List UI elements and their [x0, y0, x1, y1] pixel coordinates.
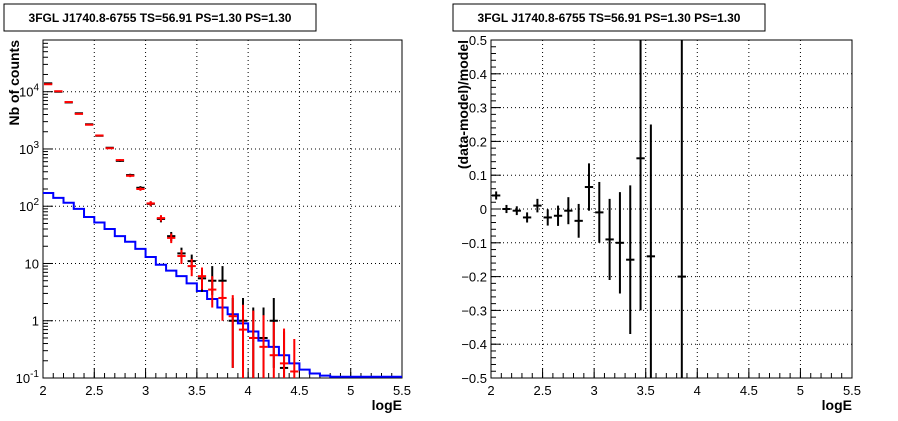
data-point: [228, 295, 237, 368]
x-tick-label: 4: [694, 383, 701, 398]
residual-point: [646, 124, 656, 378]
x-tick-label: 4.5: [740, 383, 758, 398]
x-tick-label: 2: [39, 383, 46, 398]
model-histogram-line: [43, 192, 402, 378]
y-tick-label: 0.1: [469, 168, 487, 183]
x-tick-label: 2.5: [85, 383, 103, 398]
ticks: 2 2.5 3 3.5 4 4.5 5 5.5 10-1 1 10 102 103 104: [16, 39, 411, 398]
title-box: 3FGL J1740.8-6755 TS=56.91 PS=1.30 PS=1.…: [452, 3, 766, 32]
residual-point: [584, 163, 594, 211]
chart-title: 3FGL J1740.8-6755 TS=56.91 PS=1.30 PS=1.…: [29, 11, 292, 25]
data-point: [85, 123, 94, 126]
residual-point: [605, 198, 614, 280]
data-point: [74, 112, 84, 115]
y-tick-label: −0.4: [461, 337, 487, 352]
y-tick-label: 10-1: [16, 369, 40, 386]
data-point: [64, 101, 73, 104]
x-tick-label: 5: [347, 383, 354, 398]
data-point: [156, 215, 166, 222]
grid: [43, 40, 402, 378]
marks: [43, 82, 402, 378]
y-tick-label: 0.3: [469, 101, 487, 116]
counts-panel: 2 2.5 3 3.5 4 4.5 5 5.5 10-1 1 10 102 103 104 3FGL J1…: [3, 3, 411, 413]
y-tick-label: 0: [480, 202, 487, 217]
data-point: [115, 159, 125, 162]
y-tick-label: −0.3: [461, 303, 487, 318]
chart-title: 3FGL J1740.8-6755 TS=56.91 PS=1.30 PS=1.…: [478, 11, 741, 25]
data-point: [259, 315, 268, 378]
y-tick-label: −0.2: [461, 270, 487, 285]
residual-point: [615, 192, 625, 294]
y-axis-label: Nb of counts: [6, 40, 22, 126]
data-point: [177, 249, 186, 264]
x-tick-label: 5.5: [843, 383, 861, 398]
y-tick-label: −0.5: [461, 371, 487, 386]
y-tick-label: 102: [19, 197, 39, 214]
data-point: [218, 281, 227, 321]
x-tick-label: 5.5: [393, 383, 411, 398]
y-tick-label: 0.5: [469, 33, 487, 48]
y-tick-label: 1: [32, 314, 39, 329]
x-tick-label: 2: [487, 383, 494, 398]
x-tick-label: 3.5: [637, 383, 655, 398]
data-point: [197, 267, 207, 290]
residual-point: [502, 204, 511, 214]
y-tick-label: 103: [19, 140, 39, 157]
ticks: 2 2.5 3 3.5 4 4.5 5 5.5 −0.5 −0.4 −0.3 −0.2 −0.1 0 0.1…: [461, 33, 861, 398]
x-axis-label: logE: [822, 397, 852, 413]
data-point: [167, 233, 176, 244]
residual-point: [512, 206, 521, 216]
data-point: [208, 276, 217, 308]
y-tick-label: −0.1: [461, 236, 487, 251]
x-tick-label: 3: [142, 383, 149, 398]
data-point: [279, 328, 289, 378]
data-point: [126, 174, 135, 178]
data-point: [238, 304, 248, 378]
x-tick-label: 4.5: [290, 383, 308, 398]
residual-panel: 2 2.5 3 3.5 4 4.5 5 5.5 −0.5 −0.4 −0.3 −0.2 −0.1 0 0.1…: [452, 3, 861, 413]
y-tick-label: 0.2: [469, 134, 487, 149]
data-point: [249, 310, 258, 378]
residual-point: [543, 209, 552, 226]
y-tick-label: 104: [19, 83, 39, 100]
residual-point: [533, 198, 542, 213]
marks: [492, 40, 686, 378]
title-box: 3FGL J1740.8-6755 TS=56.91 PS=1.30 PS=1.…: [3, 3, 317, 32]
residual-point: [626, 185, 635, 335]
residual-point: [574, 203, 583, 238]
x-tick-label: 5: [797, 383, 804, 398]
x-tick-label: 3.5: [188, 383, 206, 398]
residual-point: [564, 197, 573, 225]
grid: [491, 40, 852, 378]
residual-point: [492, 191, 501, 200]
x-tick-label: 4: [245, 383, 252, 398]
data-point: [187, 258, 196, 277]
residual-point: [522, 212, 532, 223]
residual-point: [595, 181, 604, 243]
residual-point: [677, 40, 686, 378]
data-point: [95, 134, 104, 137]
data-point: [290, 338, 299, 378]
residual-point: [636, 40, 645, 311]
residual-point: [553, 205, 563, 226]
x-tick-label: 2.5: [534, 383, 552, 398]
data-point: [269, 322, 278, 378]
plot-frame: [42, 39, 403, 379]
data-point: [105, 147, 114, 150]
x-tick-label: 3: [591, 383, 598, 398]
y-tick-label: 0.4: [469, 67, 487, 82]
y-tick-label: 10: [25, 256, 39, 271]
y-axis-label: (data-model)/model: [455, 40, 471, 169]
data-point: [146, 201, 155, 206]
data-point: [136, 187, 145, 191]
x-axis-label: logE: [372, 397, 402, 413]
